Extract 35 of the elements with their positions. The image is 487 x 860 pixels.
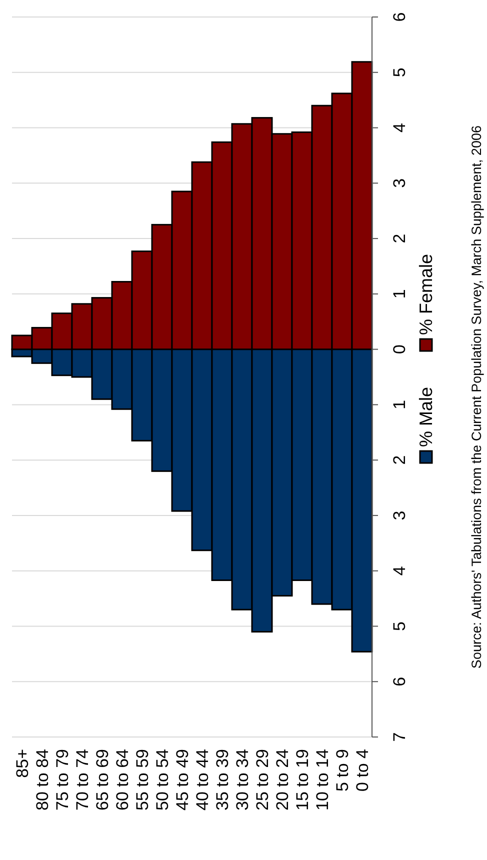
x-tick-label: 10 to 14 [313,749,332,810]
y-tick-label: 1 [390,289,409,299]
x-tick-label: 80 to 84 [33,749,52,810]
x-tick-label: 20 to 24 [273,749,292,810]
x-tick-label: 5 to 9 [333,749,352,792]
x-tick-label: 40 to 44 [193,749,212,810]
y-tick-label: 6 [390,12,409,22]
y-tick-label: 7 [390,732,409,742]
x-tick-label: 15 to 19 [293,749,312,810]
x-tick-label: 35 to 39 [213,749,232,810]
y-tick-label: 0 [390,344,409,354]
x-tick-label: 70 to 74 [73,749,92,810]
text: % Female [416,254,436,335]
y-tick-label: 5 [390,621,409,631]
x-tick-label: 45 to 49 [173,749,192,810]
y-tick-label: 3 [390,178,409,188]
y-tick-label: 5 [390,68,409,78]
text: % Male [416,386,436,447]
x-tick-label: 25 to 29 [253,749,272,810]
y-tick-label: 4 [390,566,409,576]
x-tick-label: 85+ [13,748,32,778]
x-tick-label: 55 to 59 [133,749,152,810]
y-tick-label: 1 [390,400,409,410]
source-note: Source: Authors' Tabulations from the Current Population Survey, March Supplement, 2006 [469,125,484,669]
x-tick-label: 0 to 4 [353,749,372,792]
x-tick-label: 60 to 64 [113,749,132,810]
x-tick-label: 65 to 69 [93,749,112,810]
y-tick-label: 2 [390,234,409,244]
x-tick-label: 50 to 54 [153,749,172,810]
x-tick-label: 75 to 79 [53,749,72,810]
y-tick-label: 4 [390,123,409,133]
x-tick-label: 30 to 34 [233,749,252,810]
y-tick-label: 6 [390,676,409,686]
y-tick-label: 2 [390,455,409,465]
y-tick-label: 3 [390,510,409,520]
